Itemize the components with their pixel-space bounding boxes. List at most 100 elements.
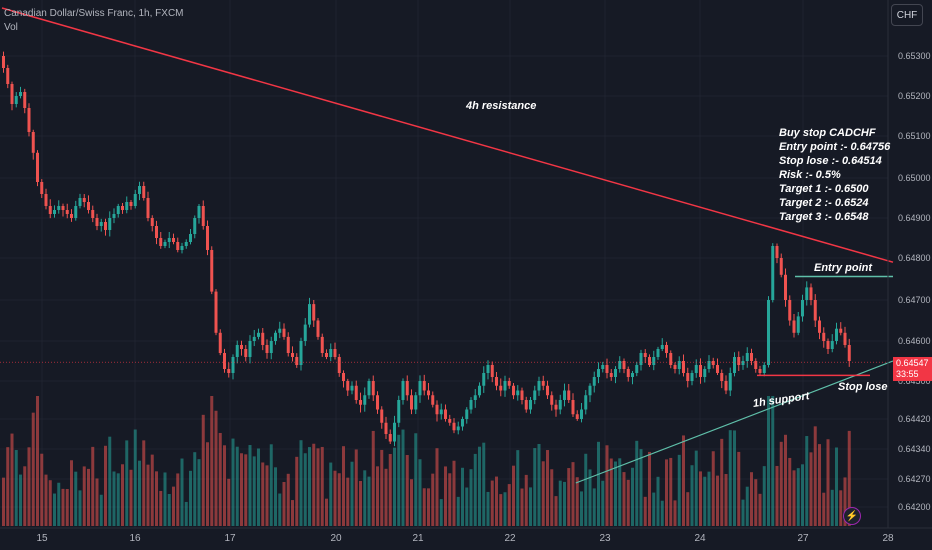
volume-bar <box>159 490 163 526</box>
support-trend-line[interactable] <box>575 360 894 484</box>
volume-bar <box>286 473 290 526</box>
candle-body <box>235 345 239 357</box>
candle-body <box>465 409 469 419</box>
time-tick-label: 28 <box>882 533 894 544</box>
trend-lines <box>0 7 894 484</box>
candle-body <box>762 365 766 373</box>
volume-bar <box>444 466 447 526</box>
volume-bar <box>223 445 226 526</box>
volume-bar <box>482 442 486 526</box>
price-tick-label: 0.64700 <box>898 295 931 305</box>
volume-bar <box>699 471 702 526</box>
candle-body <box>53 210 56 214</box>
volume-bar <box>155 471 158 526</box>
trade-plan-line: Target 2 :- 0.6524 <box>779 197 869 209</box>
candle-body <box>669 353 673 365</box>
candle-body <box>431 395 435 405</box>
candle-body <box>809 287 813 300</box>
candle-body <box>499 385 503 391</box>
candle-body <box>159 238 163 246</box>
volume-bar <box>269 444 273 526</box>
volume-bar <box>652 492 656 526</box>
candle-body <box>31 132 35 153</box>
volume-bar <box>371 430 375 526</box>
volume-bar <box>427 488 430 526</box>
candle-body <box>665 345 668 353</box>
candle-body <box>142 186 146 198</box>
trade-plan-line: Target 3 :- 0.6548 <box>779 211 869 223</box>
volume-bar <box>499 494 503 526</box>
volume-bar <box>405 455 409 526</box>
trade-plan-line: Risk :- 0.5% <box>779 169 841 181</box>
candle-body <box>652 357 656 365</box>
volume-bar <box>329 462 333 526</box>
volume-bar <box>133 429 137 526</box>
candle-body <box>189 234 192 242</box>
volume-bar <box>19 474 22 526</box>
volume-bar <box>108 436 112 526</box>
volume-bar <box>745 486 749 526</box>
volume-bar <box>23 466 27 526</box>
time-axis[interactable]: 15 16 17 20 21 22 23 24 27 28 <box>36 533 894 544</box>
grid-lines <box>0 0 889 528</box>
candle-body <box>435 404 439 415</box>
volume-bar <box>597 441 600 526</box>
volume-bar <box>439 499 443 526</box>
candle-body <box>503 381 507 391</box>
candle-body <box>694 365 698 373</box>
volume-bar <box>78 490 82 526</box>
candle-body <box>792 320 796 333</box>
candle-body <box>779 258 783 275</box>
volume-bar <box>665 459 668 526</box>
volume-bar <box>244 454 248 526</box>
volume-bar <box>176 473 180 526</box>
candle-body <box>57 206 61 210</box>
candle-body <box>537 381 541 391</box>
volume-bar <box>592 488 596 526</box>
volume-bar <box>384 468 388 526</box>
price-axis[interactable]: 0.65300 0.65200 0.65100 0.65000 0.64900 0.648… <box>898 51 931 512</box>
candle-body <box>635 365 639 373</box>
candle-body <box>520 390 524 400</box>
candle-body <box>104 222 107 230</box>
resistance-trend-line[interactable] <box>1 7 894 263</box>
candle-body <box>575 414 579 419</box>
volume-bar <box>784 434 787 526</box>
volume-bar <box>465 487 469 526</box>
candle-body <box>133 194 137 206</box>
volume-bar <box>82 466 86 526</box>
volume-bar <box>53 493 56 526</box>
volume-bar <box>813 426 817 526</box>
volume-bar <box>541 461 545 526</box>
candle-body <box>622 361 626 369</box>
candle-body <box>737 357 741 365</box>
candle-body <box>65 210 69 214</box>
volume-bar <box>588 469 592 526</box>
volume-bar <box>843 477 847 526</box>
volume-bar <box>210 396 214 526</box>
volume-bar <box>350 461 354 526</box>
volume-bar <box>121 464 124 526</box>
candle-body <box>707 361 711 369</box>
currency-button[interactable]: CHF <box>891 4 923 26</box>
time-tick-label: 17 <box>224 533 236 544</box>
volume-bar <box>333 470 337 526</box>
candle-body <box>320 336 324 353</box>
candle-body <box>350 385 354 391</box>
candle-body <box>27 108 31 132</box>
lightning-bolt-icon[interactable]: ⚡ <box>843 507 861 525</box>
candle-body <box>291 353 294 357</box>
volume-bar <box>363 470 367 526</box>
trade-plan-line: Buy stop CADCHF <box>779 127 876 139</box>
volume-bar <box>826 439 830 526</box>
volume-bar <box>27 447 31 526</box>
volume-bar <box>520 488 524 526</box>
volume-bar <box>507 484 511 526</box>
volume-bar <box>478 446 481 526</box>
volume-indicator-label[interactable]: Vol <box>4 22 18 33</box>
volume-bar <box>265 465 269 526</box>
price-tick-label: 0.65100 <box>898 131 931 141</box>
volume-bar <box>299 440 303 526</box>
volume-bar <box>452 460 456 526</box>
